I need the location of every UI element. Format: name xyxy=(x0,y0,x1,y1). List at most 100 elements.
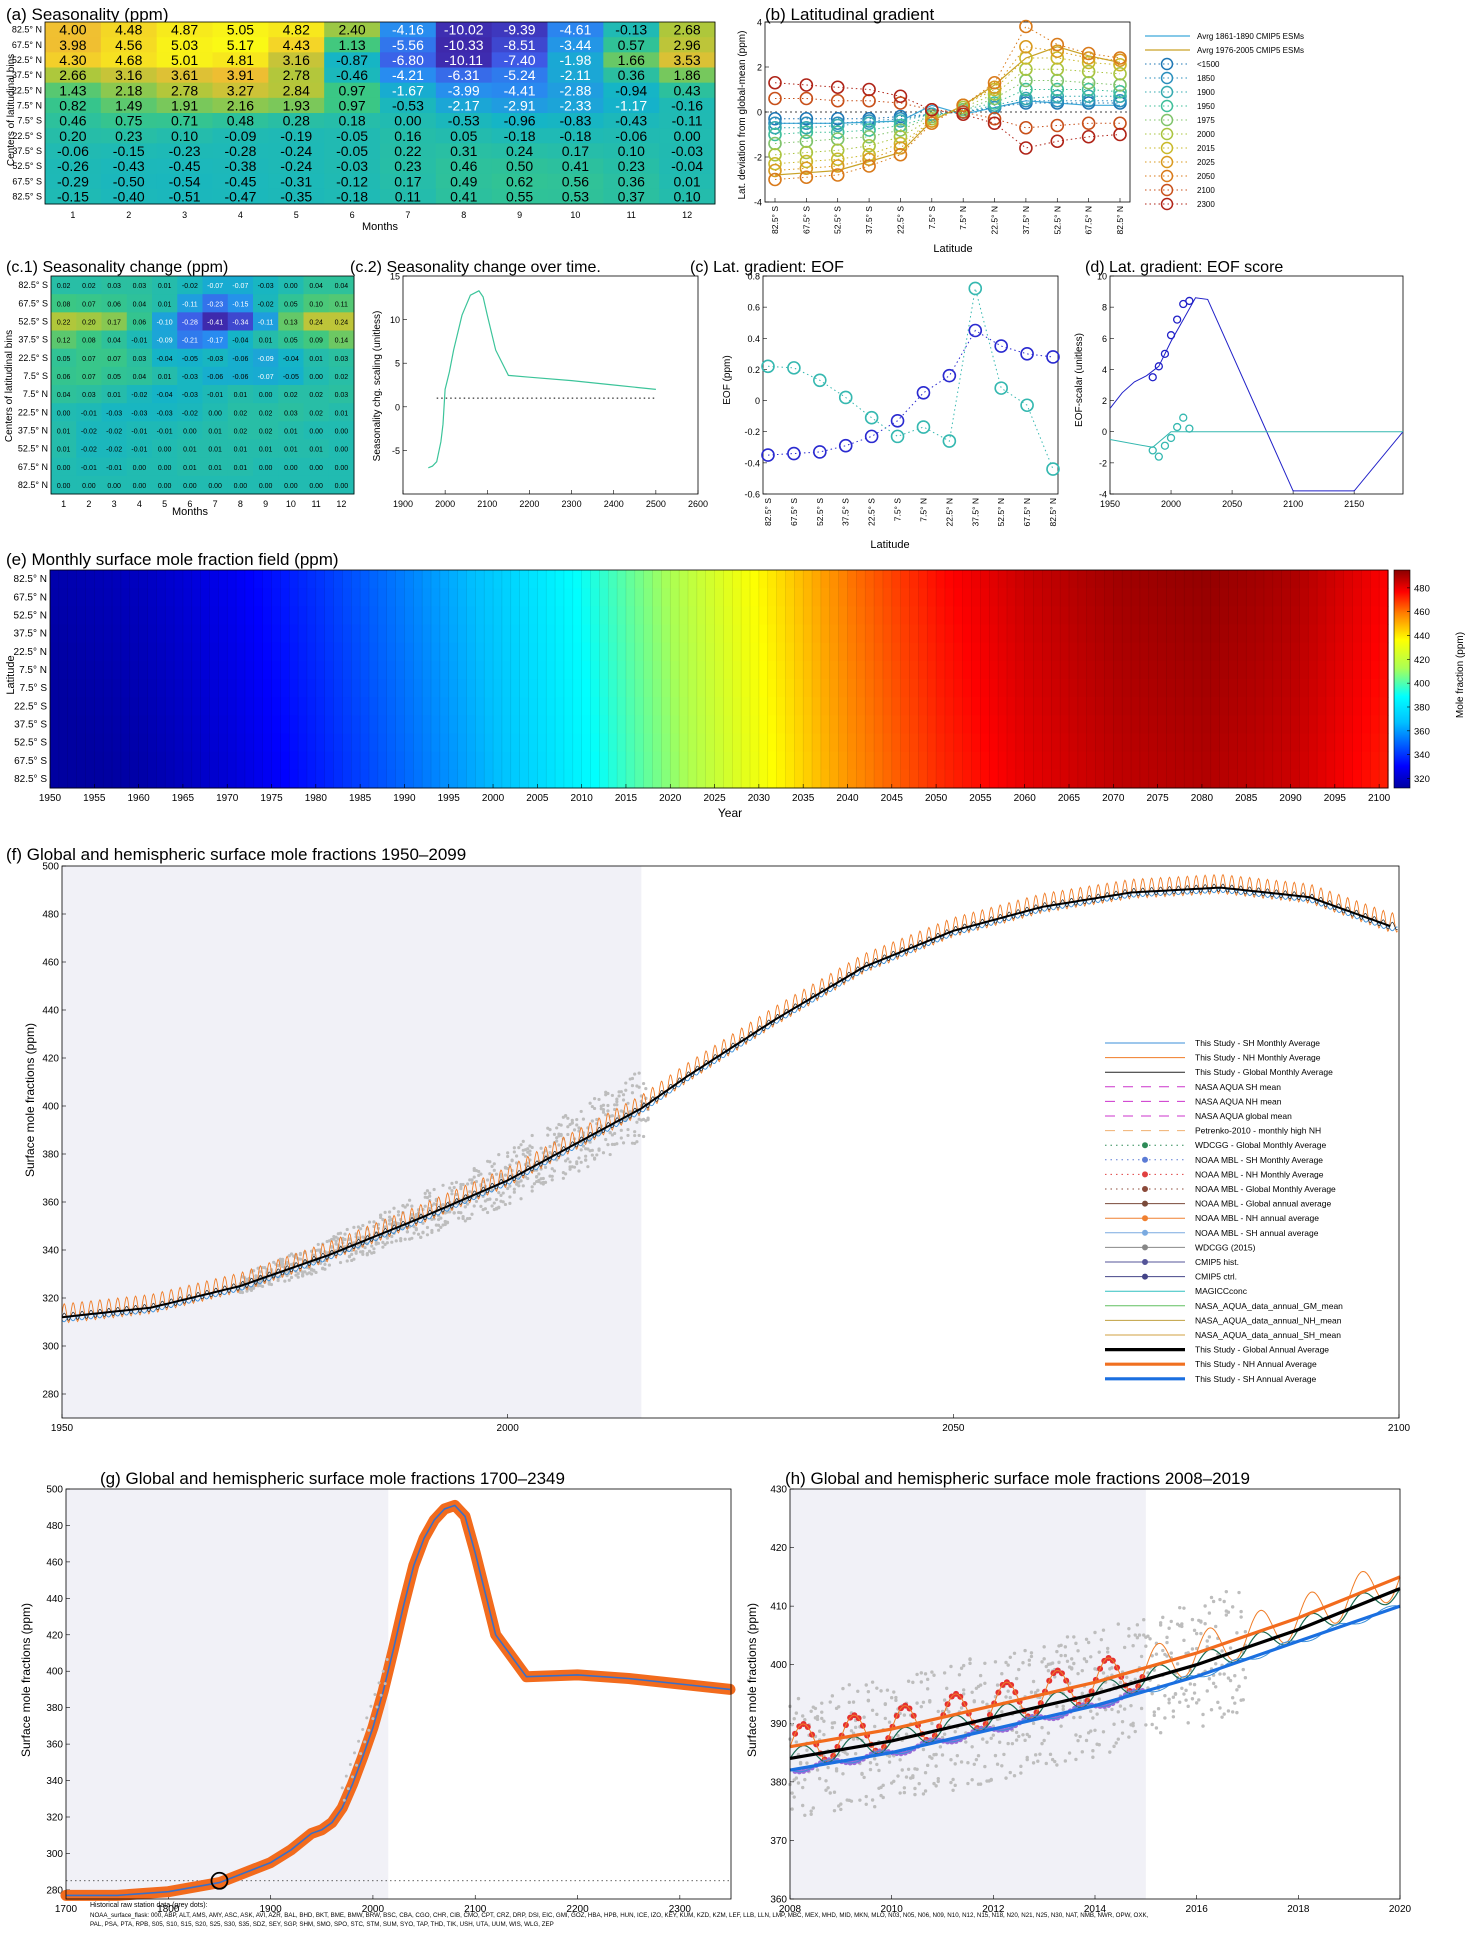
legend-marker xyxy=(1160,99,1174,113)
y-axis-tick-label: 0 xyxy=(1102,427,1107,437)
field-cell xyxy=(315,751,326,771)
field-cell xyxy=(475,570,485,589)
cell-value: 0.03 xyxy=(335,392,349,399)
field-cell xyxy=(1352,642,1363,662)
cell-value: -0.09 xyxy=(224,128,256,144)
y-axis-tick-label: 380 xyxy=(770,1777,787,1788)
field-cell xyxy=(1237,679,1247,698)
station-dot xyxy=(448,1210,452,1214)
field-cell xyxy=(1379,715,1389,734)
station-dot xyxy=(923,1672,928,1676)
station-dot xyxy=(1108,1750,1112,1754)
field-cell xyxy=(785,660,795,680)
station-dot xyxy=(367,1220,372,1224)
field-cell xyxy=(448,588,459,607)
heatmap-cell xyxy=(45,113,102,129)
field-cell xyxy=(625,570,636,589)
station-dot xyxy=(1173,1692,1178,1696)
heatmap-cell xyxy=(126,330,153,350)
field-cell xyxy=(94,570,104,589)
row-label: 22.5° N xyxy=(18,407,48,417)
field-cell xyxy=(94,588,104,607)
station-dot xyxy=(896,1734,900,1738)
cell-value: 0.43 xyxy=(673,82,700,98)
field-cell xyxy=(1175,751,1185,771)
y-axis-tick-label: 400 xyxy=(42,1102,59,1113)
field-cell xyxy=(1290,588,1300,607)
field-cell xyxy=(1069,715,1079,734)
field-cell xyxy=(324,642,335,662)
station-dot xyxy=(439,1225,443,1229)
field-cell xyxy=(156,679,166,698)
field-cell xyxy=(1255,588,1265,607)
field-cell xyxy=(741,660,751,680)
colorbar-tick-label: 340 xyxy=(1414,750,1430,761)
field-cell xyxy=(404,697,414,716)
field-cell xyxy=(422,642,432,662)
cell-value: 0.00 xyxy=(335,465,349,472)
station-dot xyxy=(1133,1633,1137,1637)
heatmap-cell xyxy=(156,67,213,84)
field-cell xyxy=(1113,606,1123,625)
panel-f-plot: 2803003203403603804004204404604805001950… xyxy=(42,862,1410,1435)
field-cell xyxy=(1334,588,1345,607)
station-dot xyxy=(488,1197,492,1201)
heatmap-cell xyxy=(547,52,604,68)
heatmap-cell xyxy=(303,294,330,313)
field-cell xyxy=(1069,769,1079,789)
station-dot xyxy=(940,1753,945,1757)
field-cell xyxy=(944,642,955,662)
legend-label: NOAA MBL - SH annual average xyxy=(1195,1228,1319,1238)
field-cell xyxy=(865,715,875,734)
field-cell xyxy=(882,624,893,644)
eof-marker xyxy=(994,339,1008,353)
field-cell xyxy=(927,733,937,753)
x-axis-tick-label: 2095 xyxy=(1324,793,1347,804)
field-cell xyxy=(1317,769,1327,789)
station-dot xyxy=(1004,1776,1008,1780)
station-dot xyxy=(1093,1630,1097,1635)
heatmap-cell xyxy=(278,457,304,477)
station-dot xyxy=(1027,1734,1032,1739)
station-dot xyxy=(566,1132,570,1137)
cell-value: 0.01 xyxy=(284,428,298,435)
field-cell xyxy=(156,697,166,716)
field-cell xyxy=(1122,588,1132,607)
heatmap-cell xyxy=(227,294,254,313)
heatmap-cell xyxy=(268,188,325,205)
field-cell xyxy=(732,642,742,662)
field-cell xyxy=(138,588,149,607)
field-cell xyxy=(156,570,166,589)
field-cell xyxy=(422,679,432,698)
station-dot xyxy=(911,1775,915,1780)
station-dot xyxy=(644,1086,648,1091)
field-cell xyxy=(528,660,538,680)
field-cell xyxy=(280,769,290,789)
station-dot xyxy=(1116,1710,1120,1714)
station-dot xyxy=(619,1136,623,1140)
field-cell xyxy=(528,715,538,734)
field-cell xyxy=(1379,642,1389,662)
field-cell xyxy=(1308,606,1318,625)
field-cell xyxy=(147,570,157,589)
station-dot xyxy=(303,1270,307,1274)
field-cell xyxy=(174,660,184,680)
field-cell xyxy=(76,697,87,716)
cell-value: 0.01 xyxy=(335,410,349,417)
field-cell xyxy=(1006,733,1017,753)
legend-label: Avrg 1976-2005 CMIP5 ESMs xyxy=(1197,46,1304,55)
field-cell xyxy=(1122,751,1132,771)
heatmap-cell xyxy=(177,276,203,295)
station-dot xyxy=(245,1289,249,1293)
y-axis-tick-label: -2 xyxy=(1099,458,1107,468)
field-cell xyxy=(306,751,317,771)
field-cell xyxy=(1104,624,1114,644)
station-dot xyxy=(955,1753,960,1758)
field-cell xyxy=(333,642,344,662)
cell-value: 0.00 xyxy=(335,483,349,490)
cell-value: -4.41 xyxy=(504,82,536,98)
station-dot xyxy=(900,1768,904,1772)
field-cell xyxy=(820,769,831,789)
field-cell xyxy=(324,751,335,771)
field-cell xyxy=(989,642,999,662)
